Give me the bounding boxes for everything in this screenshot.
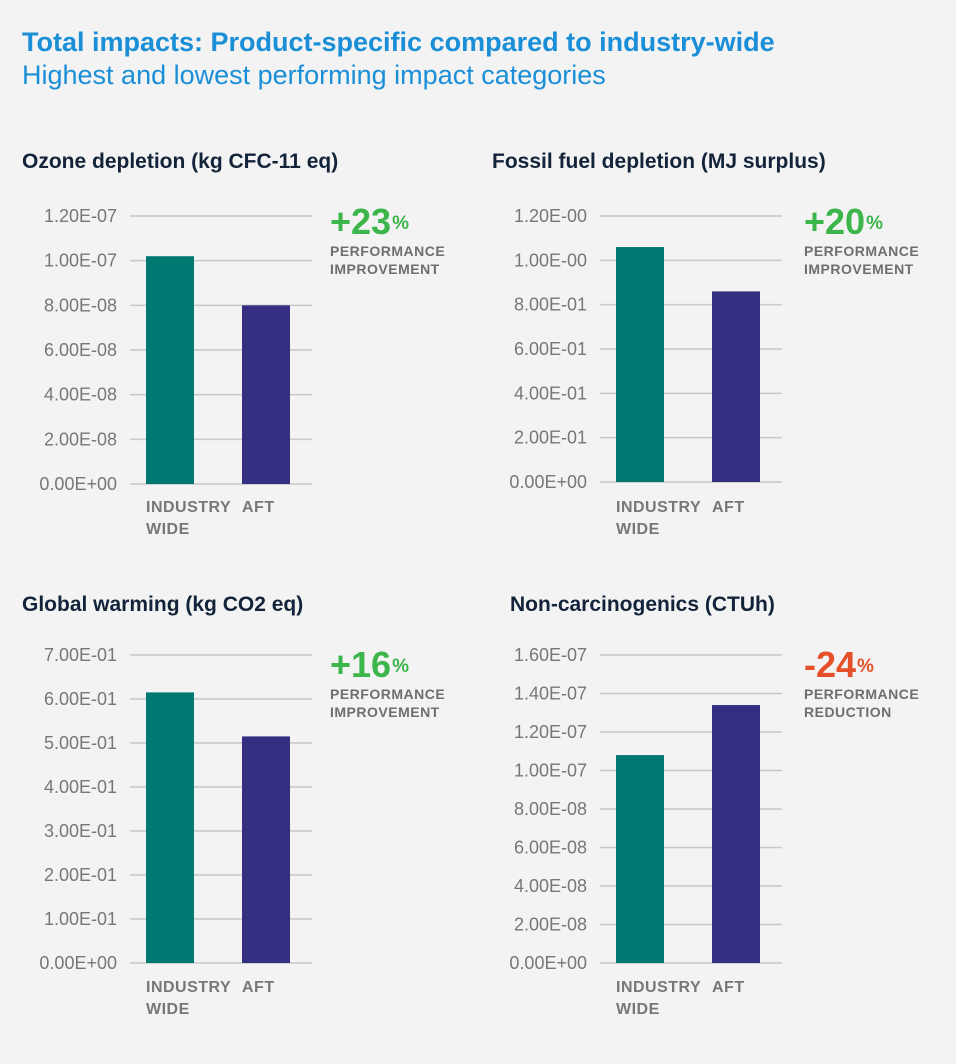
bar-industry-wide — [146, 692, 194, 963]
page-heading: Total impacts: Product-specific compared… — [22, 26, 775, 92]
performance-label-line2: IMPROVEMENT — [330, 704, 440, 720]
performance-callout: +20% PERFORMANCE IMPROVEMENT — [804, 202, 944, 278]
y-tick-label: 4.00E-01 — [44, 777, 117, 797]
y-tick-label: 7.00E-01 — [44, 645, 117, 665]
bar-chart: 0.00E+00 2.00E-08 4.00E-08 6.00E-08 8.00E-08… — [39, 206, 312, 538]
performance-label-line1: PERFORMANCE — [804, 243, 920, 259]
y-tick-label: 2.00E-01 — [44, 865, 117, 885]
bar-aft — [242, 305, 290, 484]
y-tick-label: 8.00E-01 — [514, 295, 587, 315]
bar-aft — [712, 291, 760, 482]
x-category-label: INDUSTRY WIDE — [616, 499, 701, 538]
y-tick-label: 0.00E+00 — [39, 953, 117, 973]
performance-callout: -24% PERFORMANCE REDUCTION — [804, 645, 944, 721]
y-tick-label: 2.00E-08 — [514, 915, 587, 935]
y-tick-label: 2.00E-08 — [44, 429, 117, 449]
y-tick-label: 1.20E-00 — [514, 206, 587, 226]
performance-label: PERFORMANCE REDUCTION — [804, 685, 944, 721]
x-category-label: INDUSTRY WIDE — [146, 499, 231, 538]
x-category-label: AFT — [712, 499, 745, 516]
chart-title: Non-carcinogenics (CTUh) — [510, 593, 775, 616]
bar-industry-wide — [146, 256, 194, 484]
performance-callout: +16% PERFORMANCE IMPROVEMENT — [330, 645, 470, 721]
y-tick-label: 0.00E+00 — [39, 474, 117, 494]
x-category-label: AFT — [242, 979, 275, 996]
y-tick-label: 8.00E-08 — [514, 799, 587, 819]
bar-industry-wide — [616, 247, 664, 482]
y-tick-label: 1.00E-00 — [514, 250, 587, 270]
performance-label: PERFORMANCE IMPROVEMENT — [330, 242, 470, 278]
y-tick-label: 1.20E-07 — [514, 722, 587, 742]
page-title: Total impacts: Product-specific compared… — [22, 27, 775, 57]
performance-value: +23 — [330, 201, 392, 242]
percent-sign: % — [866, 213, 883, 234]
performance-percent: -24% — [804, 645, 944, 685]
y-tick-label: 1.40E-07 — [514, 684, 587, 704]
percent-sign: % — [857, 656, 874, 677]
bar-aft — [712, 705, 760, 963]
y-tick-label: 6.00E-01 — [44, 689, 117, 709]
y-tick-label: 4.00E-08 — [514, 876, 587, 896]
x-category-label: INDUSTRY WIDE — [146, 979, 231, 1018]
performance-value: -24 — [804, 644, 857, 685]
percent-sign: % — [392, 213, 409, 234]
chart-title: Fossil fuel depletion (MJ surplus) — [492, 150, 826, 173]
bar-chart: 0.00E+00 1.00E-01 2.00E-01 3.00E-01 4.00E-01… — [39, 645, 312, 1018]
performance-value: +20 — [804, 201, 866, 242]
y-tick-label: 8.00E-08 — [44, 295, 117, 315]
x-category-label: INDUSTRY WIDE — [616, 979, 701, 1018]
y-tick-label: 5.00E-01 — [44, 733, 117, 753]
y-tick-label: 6.00E-08 — [514, 838, 587, 858]
performance-label: PERFORMANCE IMPROVEMENT — [330, 685, 470, 721]
y-tick-label: 2.00E-01 — [514, 428, 587, 448]
y-tick-label: 6.00E-08 — [44, 340, 117, 360]
x-category-label: AFT — [712, 979, 745, 996]
performance-label: PERFORMANCE IMPROVEMENT — [804, 242, 944, 278]
y-tick-label: 6.00E-01 — [514, 339, 587, 359]
y-tick-label: 3.00E-01 — [44, 821, 117, 841]
y-tick-label: 0.00E+00 — [509, 953, 587, 973]
percent-sign: % — [392, 656, 409, 677]
performance-label-line2: IMPROVEMENT — [330, 261, 440, 277]
y-tick-label: 1.00E-01 — [44, 909, 117, 929]
y-tick-label: 4.00E-08 — [44, 385, 117, 405]
chart-non-carcinogenics: Non-carcinogenics (CTUh) 0.00E+00 2.00E-0… — [470, 593, 948, 1043]
performance-value: +16 — [330, 644, 392, 685]
performance-percent: +16% — [330, 645, 470, 685]
chart-global-warming: Global warming (kg CO2 eq) 0.00E+00 1.00E… — [0, 593, 478, 1043]
bar-chart: 0.00E+00 2.00E-08 4.00E-08 6.00E-08 8.00E-08… — [509, 645, 782, 1018]
page-subtitle: Highest and lowest performing impact cat… — [22, 60, 606, 90]
y-tick-label: 1.60E-07 — [514, 645, 587, 665]
chart-title: Ozone depletion (kg CFC-11 eq) — [22, 150, 339, 173]
bar-aft — [242, 736, 290, 963]
performance-label-line1: PERFORMANCE — [330, 243, 446, 259]
bar-industry-wide — [616, 755, 664, 963]
chart-title: Global warming (kg CO2 eq) — [22, 593, 304, 616]
bar-chart: 0.00E+00 2.00E-01 4.00E-01 6.00E-01 8.00E-01… — [509, 206, 782, 538]
performance-percent: +23% — [330, 202, 470, 242]
performance-label-line1: PERFORMANCE — [330, 686, 446, 702]
y-tick-label: 0.00E+00 — [509, 472, 587, 492]
x-category-label: AFT — [242, 499, 275, 516]
chart-ozone-depletion: Ozone depletion (kg CFC-11 eq) 0.00E+00 2… — [0, 150, 478, 600]
performance-label-line1: PERFORMANCE — [804, 686, 920, 702]
y-tick-label: 1.20E-07 — [44, 206, 117, 226]
y-tick-label: 1.00E-07 — [514, 761, 587, 781]
y-tick-label: 4.00E-01 — [514, 383, 587, 403]
chart-fossil-fuel-depletion: Fossil fuel depletion (MJ surplus) 0.00E… — [470, 150, 948, 600]
y-tick-label: 1.00E-07 — [44, 251, 117, 271]
performance-percent: +20% — [804, 202, 944, 242]
performance-label-line2: IMPROVEMENT — [804, 261, 914, 277]
performance-callout: +23% PERFORMANCE IMPROVEMENT — [330, 202, 470, 278]
performance-label-line2: REDUCTION — [804, 704, 892, 720]
